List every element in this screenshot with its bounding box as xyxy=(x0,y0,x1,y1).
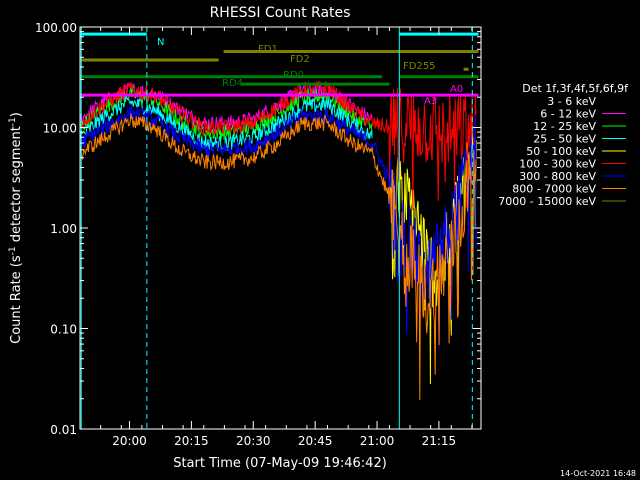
x-tick-label-1: 20:00 xyxy=(112,434,147,448)
y-tick-label-5: 0.01 xyxy=(50,423,77,437)
series-line-8 xyxy=(80,113,477,401)
flag-label-fd255: FD255 xyxy=(403,61,436,72)
flag-labels: N FD1 FD2 FD255 RD0 RD4 A3 A0 xyxy=(157,37,463,107)
flags-layer xyxy=(80,32,479,97)
y-tick-label-2: 10.00 xyxy=(43,122,77,136)
flag-label-rd0: RD0 xyxy=(283,70,304,81)
x-axis-label: Start Time (07-May-09 19:46:42) xyxy=(173,456,387,471)
flag-label-fd2: FD2 xyxy=(290,54,310,65)
x-axis: 20:00 20:15 20:30 20:45 21:00 21:15 xyxy=(79,27,473,448)
flag-label-fd1: FD1 xyxy=(258,44,278,55)
timestamp: 14-Oct-2021 16:48 xyxy=(560,469,636,478)
series-layer xyxy=(80,80,477,401)
y-tick-label-1: 100.00 xyxy=(35,21,77,35)
chart-title: RHESSI Count Rates xyxy=(210,5,351,21)
legend-label-2: 6 - 12 keV xyxy=(540,108,596,121)
legend-label-3: 12 - 25 keV xyxy=(533,120,596,133)
legend-label-6: 100 - 300 keV xyxy=(519,158,596,171)
series-line-6 xyxy=(80,80,477,211)
series-line-4 xyxy=(80,94,373,152)
y-axis-label-sup2: -1 xyxy=(8,117,18,126)
legend-label-9: 7000 - 15000 keV xyxy=(498,195,596,208)
x-tick-label-4: 20:45 xyxy=(298,434,333,448)
legend-label-1: 3 - 6 keV xyxy=(547,95,596,108)
y-axis-label-main: Count Rate (s xyxy=(9,255,24,344)
legend-title: Det 1f,3f,4f,5f,6f,9f xyxy=(522,82,629,95)
y-tick-label-4: 0.10 xyxy=(50,323,77,337)
x-tick-label-3: 20:30 xyxy=(236,434,271,448)
flag-label-a0: A0 xyxy=(450,84,463,95)
series-line-7 xyxy=(80,105,477,349)
y-axis-label: Count Rate (s-1 detector segment-1) xyxy=(8,112,24,344)
legend-label-5: 50 - 100 keV xyxy=(526,145,596,158)
legend-label-7: 300 - 800 keV xyxy=(519,170,596,183)
flag-label-n: N xyxy=(157,37,164,48)
legend-label-8: 800 - 7000 keV xyxy=(512,183,596,196)
x-tick-label-6: 21:15 xyxy=(422,434,457,448)
flag-label-rd4: RD4 xyxy=(222,78,243,89)
y-axis-label-mid: detector segment xyxy=(9,126,24,246)
legend-label-4: 25 - 50 keV xyxy=(533,133,596,146)
y-axis-label-end: ) xyxy=(9,112,24,117)
x-tick-label-5: 21:00 xyxy=(360,434,395,448)
y-axis: 100.00 10.00 1.00 0.10 0.01 xyxy=(35,21,481,437)
y-axis-label-sup1: -1 xyxy=(8,246,18,255)
x-tick-label-2: 20:15 xyxy=(174,434,209,448)
flag-label-a3: A3 xyxy=(424,96,437,107)
y-tick-label-3: 1.00 xyxy=(50,222,77,236)
